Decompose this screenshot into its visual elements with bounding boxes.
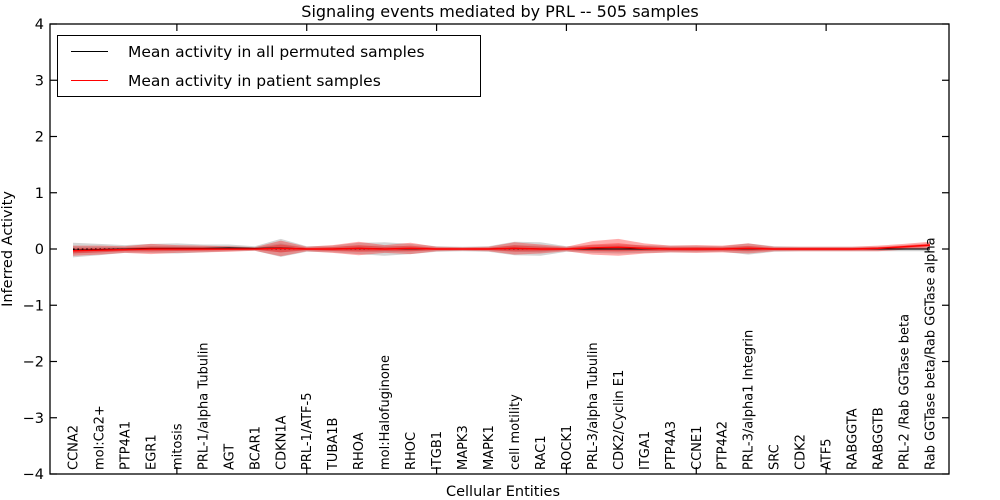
chart-title: Signaling events mediated by PRL -- 505 …: [301, 2, 698, 21]
x-tick-label: PTP4A2: [716, 421, 731, 470]
x-tick-label: PRL-3/alpha1 Integrin: [742, 330, 757, 470]
x-tick-label: PRL-3/alpha Tubulin: [586, 342, 601, 470]
y-tick-label: −1: [23, 298, 44, 314]
x-tick-label: PTP4A1: [118, 421, 133, 470]
y-tick-label: 4: [35, 17, 44, 33]
x-tick-label: AGT: [222, 444, 237, 470]
x-tick-label: RHOA: [352, 432, 367, 470]
y-tick-label: 2: [35, 130, 44, 146]
x-tick-label: mol:Ca2+: [92, 405, 107, 470]
x-tick-label: ITGA1: [638, 431, 653, 470]
x-tick-label: BCAR1: [248, 426, 263, 470]
x-tick-label: mol:Halofuginone: [378, 355, 393, 470]
x-tick-label: CCNA2: [67, 425, 82, 470]
x-tick-label: PRL-1/ATF-5: [300, 393, 315, 471]
x-tick-label: MAPK1: [482, 425, 497, 470]
patient-std-band: [73, 238, 930, 257]
patient-mean-line: [72, 244, 931, 252]
x-tick-label: mitosis: [170, 423, 185, 470]
y-tick-label: 3: [35, 73, 44, 89]
x-tick-label: PRL-2 /Rab GGTase beta: [898, 314, 913, 470]
x-tick-label: cell motility: [508, 394, 523, 470]
x-tick-label: RHOC: [404, 432, 419, 470]
x-tick-label: ROCK1: [560, 425, 575, 470]
x-tick-label: RAC1: [534, 435, 549, 470]
y-axis-label: Inferred Activity: [0, 191, 16, 307]
x-tick-label: PTP4A3: [664, 421, 679, 470]
x-tick-label: CDK2/Cyclin E1: [612, 370, 627, 470]
x-tick-label: TUBA1B: [326, 418, 341, 471]
legend-swatch-line: [71, 51, 108, 52]
x-tick-label: MAPK3: [456, 425, 471, 470]
legend: Mean activity in all permuted samples Me…: [57, 35, 481, 97]
x-tick-label: CDKN1A: [274, 415, 289, 470]
y-tick-label: −2: [23, 355, 44, 371]
x-tick-label: ITGB1: [430, 431, 445, 470]
legend-label-permuted: Mean activity in all permuted samples: [128, 42, 425, 61]
x-tick-label: ATF5: [820, 438, 835, 470]
x-axis-label: Cellular Entities: [446, 484, 560, 500]
x-tick-label: EGR1: [144, 434, 159, 470]
x-tick-label: SRC: [768, 444, 783, 470]
x-tick-label: RABGGTB: [872, 407, 887, 470]
x-tick-label: RABGGTA: [846, 408, 861, 470]
x-tick-label: PRL-1/alpha Tubulin: [196, 342, 211, 470]
y-tick-label: −3: [23, 411, 44, 427]
x-tick-label: Rab GGTase beta/Rab GGTase alpha: [924, 237, 939, 470]
legend-item-permuted: Mean activity in all permuted samples: [58, 38, 480, 65]
legend-swatch-line: [71, 80, 108, 81]
y-tick-label: −4: [23, 467, 44, 483]
legend-label-patient: Mean activity in patient samples: [128, 71, 381, 90]
plot-dynamic-layer: 4 3 2 1 0 −1 −2 −3 −4 CCNA2 mol:Ca2+ PTP4A1 EGR1 mito…: [23, 17, 949, 483]
y-tick-label: 0: [35, 242, 44, 258]
plot-frame: [49, 23, 950, 475]
x-tick-label: CDK2: [794, 434, 809, 470]
x-tick-label: CCNE1: [690, 426, 705, 470]
y-tick-label: 1: [35, 186, 44, 202]
legend-item-patient: Mean activity in patient samples: [58, 67, 480, 94]
